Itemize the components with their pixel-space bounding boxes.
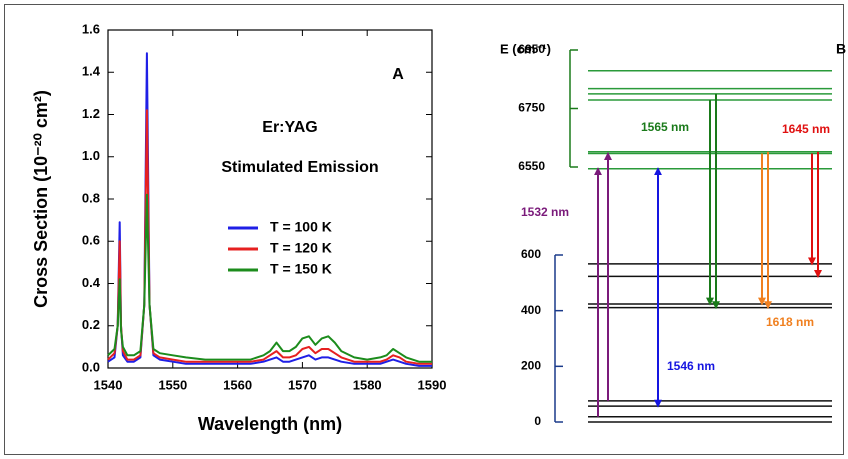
y-tick-label: 1.0 xyxy=(82,148,100,163)
series-line xyxy=(107,52,432,367)
energy-tick-label: 400 xyxy=(521,303,541,317)
x-tick-label: 1570 xyxy=(288,377,317,392)
energy-tick-label: 6950 xyxy=(518,42,545,56)
transition-label: 1532 nm xyxy=(521,205,569,219)
energy-tick-label: 200 xyxy=(521,359,541,373)
y-tick-label: 0.2 xyxy=(82,317,100,332)
legend-label: T = 100 K xyxy=(270,219,332,235)
x-tick-label: 1550 xyxy=(158,377,187,392)
transition-label: 1645 nm xyxy=(782,122,830,136)
y-tick-label: 0.6 xyxy=(82,233,100,248)
y-tick-label: 1.4 xyxy=(82,64,101,79)
x-tick-label: 1540 xyxy=(94,377,123,392)
legend-label: T = 150 K xyxy=(270,261,332,277)
y-tick-label: 0.8 xyxy=(82,190,100,205)
plot-frame xyxy=(107,29,433,369)
series-line xyxy=(107,193,432,363)
series-line xyxy=(107,109,432,365)
annotation: Er:YAG xyxy=(262,119,317,136)
y-tick-label: 1.6 xyxy=(82,21,100,36)
transition-label: 1565 nm xyxy=(641,120,689,134)
y-tick-label: 0.0 xyxy=(82,359,100,374)
transition-label: 1618 nm xyxy=(766,315,814,329)
annotation: Stimulated Emission xyxy=(221,159,378,176)
energy-axis-label: E (cm⁻¹) xyxy=(500,41,551,56)
x-tick-label: 1590 xyxy=(418,377,447,392)
energy-tick-label: 600 xyxy=(521,247,541,261)
y-tick-label: 1.2 xyxy=(82,106,100,121)
energy-tick-label: 6750 xyxy=(518,101,545,115)
x-tick-label: 1560 xyxy=(223,377,252,392)
y-axis-label: Cross Section (10⁻²⁰ cm²) xyxy=(31,90,51,308)
x-axis-label: Wavelength (nm) xyxy=(198,414,342,434)
transition-label: 1546 nm xyxy=(667,359,715,373)
figure-border xyxy=(4,4,844,455)
energy-tick-label: 6550 xyxy=(518,159,545,173)
energy-tick-label: 0 xyxy=(534,414,541,428)
y-tick-label: 0.4 xyxy=(82,275,101,290)
x-tick-label: 1580 xyxy=(353,377,382,392)
legend-label: T = 120 K xyxy=(270,240,332,256)
panel-label: A xyxy=(392,66,404,83)
panel-label: B xyxy=(836,41,846,57)
